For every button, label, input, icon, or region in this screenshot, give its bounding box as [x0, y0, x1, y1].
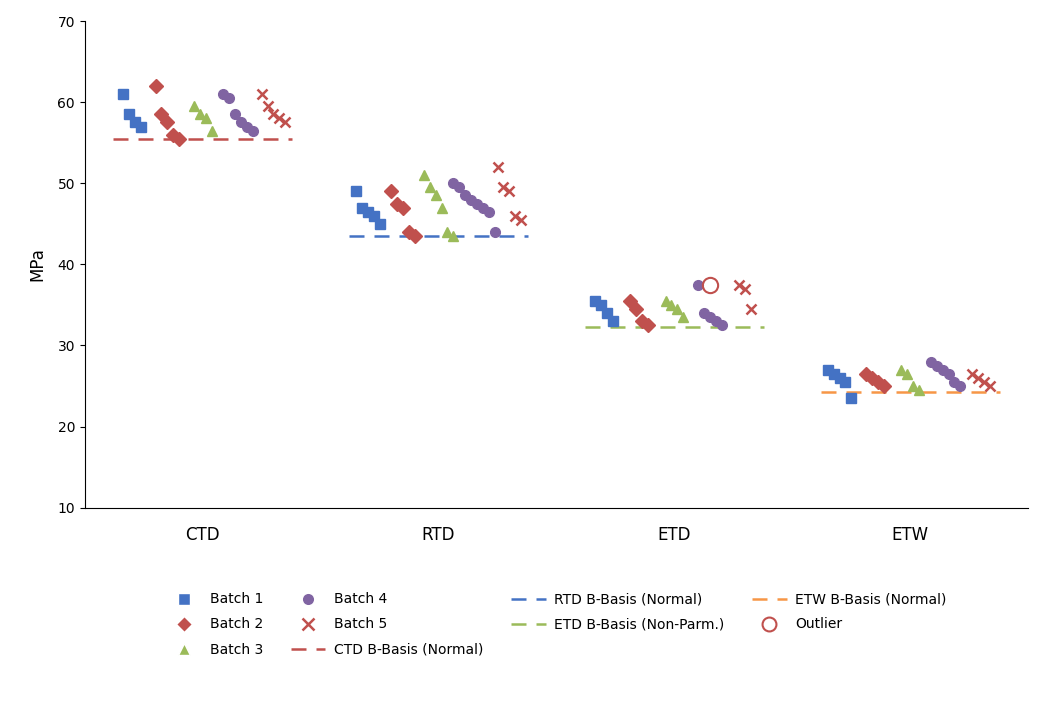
Y-axis label: MPa: MPa	[29, 247, 47, 281]
Legend: Batch 1, Batch 2, Batch 3, Batch 4, Batch 5, CTD B-Basis (Normal), RTD B-Basis (: Batch 1, Batch 2, Batch 3, Batch 4, Batc…	[166, 592, 947, 656]
